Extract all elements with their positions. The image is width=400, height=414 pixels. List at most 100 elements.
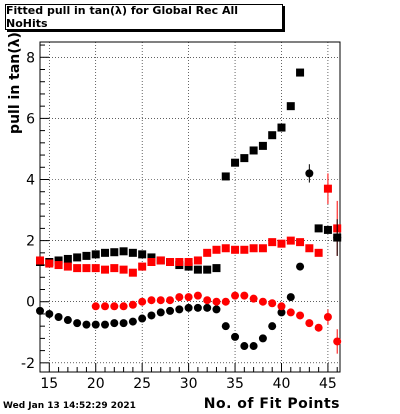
data-point-circle — [138, 297, 147, 306]
y-tick-label: 8 — [26, 50, 35, 66]
data-point-circle — [240, 342, 249, 351]
data-point-square — [82, 251, 91, 260]
data-point-circle — [296, 311, 305, 320]
x-tick-label: 30 — [180, 376, 198, 392]
data-point-circle — [73, 319, 82, 328]
data-point-square — [212, 245, 221, 254]
data-point-circle — [166, 296, 175, 305]
data-point-circle — [156, 308, 165, 317]
data-point-circle — [147, 311, 156, 320]
data-point-square — [128, 248, 137, 257]
data-point-circle — [175, 305, 184, 314]
data-point-square — [323, 225, 332, 234]
data-point-circle — [268, 299, 277, 308]
plot-frame — [39, 41, 341, 373]
data-point-circle — [63, 316, 72, 325]
data-point-circle — [305, 169, 314, 178]
x-tick-label: 40 — [273, 376, 291, 392]
data-point-circle — [258, 297, 267, 306]
data-point-square — [128, 268, 137, 277]
data-point-circle — [258, 334, 267, 343]
data-point-square — [175, 258, 184, 266]
data-point-circle — [277, 308, 286, 317]
data-point-circle — [249, 294, 258, 303]
data-point-circle — [110, 319, 119, 328]
data-point-circle — [101, 320, 110, 329]
data-point-square — [231, 158, 240, 167]
data-point-circle — [193, 291, 202, 300]
data-point-square — [258, 141, 267, 150]
data-point-square — [82, 264, 91, 273]
y-tick-label: 2 — [26, 234, 35, 250]
data-point-square — [91, 250, 100, 259]
data-point-circle — [231, 291, 240, 300]
data-point-square — [277, 239, 286, 248]
data-point-square — [268, 238, 277, 247]
data-point-circle — [240, 291, 249, 300]
data-point-circle — [203, 303, 212, 312]
data-point-square — [240, 245, 249, 254]
data-point-square — [277, 123, 286, 132]
data-point-square — [286, 102, 295, 111]
data-point-square — [184, 262, 193, 271]
y-tick-label: 0 — [26, 295, 35, 311]
data-point-circle — [54, 313, 63, 321]
data-point-square — [203, 265, 212, 274]
data-point-square — [193, 265, 202, 274]
data-point-square — [110, 248, 119, 257]
y-tick-label: 6 — [26, 111, 35, 127]
data-point-circle — [119, 319, 128, 328]
data-point-square — [305, 244, 314, 253]
data-point-square — [119, 247, 128, 256]
data-point-square — [249, 146, 258, 155]
data-point-square — [73, 264, 82, 273]
data-point-square — [184, 258, 193, 266]
data-point-circle — [36, 306, 44, 315]
data-point-circle — [193, 303, 202, 312]
data-point-circle — [333, 337, 342, 346]
data-point-square — [138, 262, 147, 271]
data-point-circle — [128, 300, 137, 309]
chart-title: Fitted pull in tan(λ) for Global Rec All… — [5, 4, 283, 30]
data-point-square — [138, 250, 147, 259]
data-point-square — [147, 258, 156, 266]
data-point-circle — [184, 293, 193, 302]
data-point-circle — [119, 302, 128, 311]
data-point-square — [221, 244, 230, 253]
data-point-circle — [333, 233, 342, 242]
data-point-circle — [110, 302, 119, 311]
data-point-circle — [166, 306, 175, 315]
data-point-square — [240, 154, 249, 163]
data-point-circle — [45, 309, 54, 318]
x-axis-label: No. of Fit Points — [203, 396, 340, 412]
timestamp: Wed Jan 13 14:52:29 2021 — [3, 401, 136, 411]
data-point-square — [45, 259, 54, 268]
data-point-circle — [212, 305, 221, 314]
data-point-square — [156, 256, 165, 265]
x-tick-label: 45 — [319, 376, 337, 392]
data-point-circle — [147, 296, 156, 305]
data-point-circle — [138, 314, 147, 323]
data-point-square — [63, 262, 72, 271]
data-point-square — [286, 236, 295, 245]
data-point-square — [221, 172, 230, 181]
data-point-circle — [286, 308, 295, 317]
data-point-circle — [268, 322, 277, 331]
data-point-square — [119, 265, 128, 274]
data-point-square — [314, 224, 323, 233]
data-point-square — [296, 238, 305, 247]
data-point-circle — [128, 317, 137, 326]
data-point-square — [249, 244, 258, 253]
data-point-circle — [203, 296, 212, 305]
y-tick-label: 4 — [26, 173, 35, 189]
x-tick-label: 35 — [226, 376, 244, 392]
data-point-square — [101, 248, 110, 257]
data-point-square — [54, 261, 63, 270]
data-point-circle — [184, 303, 193, 312]
data-point-square — [296, 68, 305, 77]
y-tick-label: -2 — [21, 356, 35, 372]
data-point-square — [73, 253, 82, 262]
data-point-square — [193, 256, 202, 265]
data-point-circle — [296, 262, 305, 271]
